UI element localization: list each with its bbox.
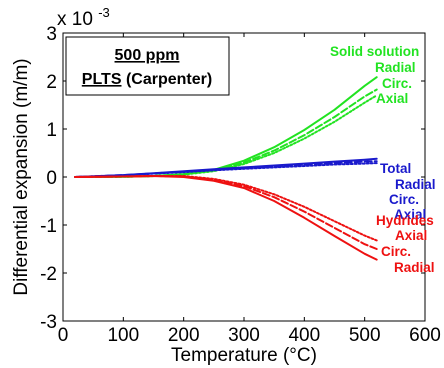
x-tick-label: 400	[288, 325, 320, 346]
y-tick-label: 3	[46, 24, 57, 45]
x-tick-label: 600	[409, 325, 441, 346]
annotation-group-label: Hydrides	[376, 213, 434, 228]
y-tick-label: -2	[40, 264, 57, 285]
annotation-series-label: Axial	[376, 91, 408, 106]
y-tick-label: -3	[40, 312, 57, 333]
annotation-group-label: Total	[380, 161, 411, 176]
legend-box-line2: PLTS (Carpenter)	[82, 71, 212, 88]
annotation-series-label: Radial	[395, 177, 436, 192]
annotation-series-label: Radial	[394, 260, 435, 275]
legend-box-line2-underlined: PLTS	[82, 71, 122, 88]
annotation-series-label: Circ.	[389, 192, 419, 207]
annotation-series-label: Axial	[395, 228, 427, 243]
x-tick-label: 200	[168, 325, 200, 346]
y-axis-label: Differential expansion (m/m)	[11, 58, 32, 295]
y-tick-label: -1	[40, 216, 57, 237]
x-tick-label: 300	[228, 325, 260, 346]
annotation-series-label: Circ.	[381, 244, 411, 259]
x-tick-label: 500	[349, 325, 381, 346]
annotation-series-label: Radial	[375, 60, 416, 75]
y-axis-exponent-base: x 10	[57, 9, 93, 30]
x-tick-label: 0	[58, 325, 69, 346]
legend-box-line1: 500 ppm	[115, 47, 180, 64]
y-axis-exponent-power: -3	[98, 5, 110, 20]
x-axis-label: Temperature (°C)	[171, 345, 317, 366]
y-tick-label: 0	[46, 168, 57, 189]
legend-box-line2-rest: (Carpenter)	[122, 71, 213, 88]
annotation-series-label: Circ.	[382, 76, 412, 91]
annotation-group-label: Solid solution	[330, 44, 419, 59]
legend-box: 500 ppm PLTS (Carpenter)	[66, 37, 229, 95]
y-tick-label: 2	[46, 72, 57, 93]
y-tick-label: 1	[46, 120, 57, 141]
x-tick-label: 100	[107, 325, 139, 346]
